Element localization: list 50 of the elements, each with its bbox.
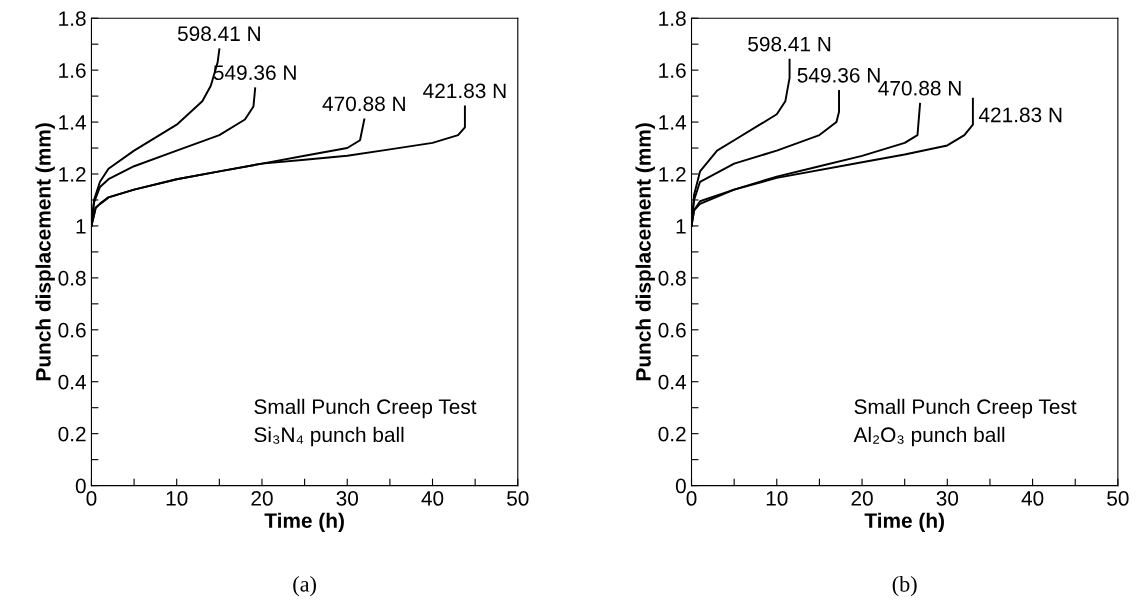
y-axis-title: Punch displacement (mm) [635,123,655,381]
series-label: 598.41 N [748,36,831,52]
y-tick-label: 0.8 [658,270,686,286]
text: (b) [892,576,917,597]
y-tick-label: 1.8 [659,11,686,26]
annotation: Small Punch Creep Test [854,398,1077,419]
y-tick-label: 0 [75,478,86,494]
series-label: 598.41 N [177,26,260,42]
x-tick-label: 30 [936,491,959,506]
y-tick-label: 0.6 [58,322,86,338]
y-tick-label: 1 [676,219,686,234]
x-tick-label: 10 [166,491,188,506]
x-axis-title: Time (h) [264,512,344,533]
series-label: 470.88 N [322,96,405,112]
series-label: 470.88 N [878,80,961,96]
x-axis-title: Time (h) [864,512,944,533]
y-tick-label: 0.8 [58,270,86,286]
y-tick-label: 1.2 [659,167,686,182]
x-tick-label: 30 [336,491,359,506]
series-label: 421.83 N [978,107,1062,123]
annotation: Al₂O₃ punch ball [853,426,1005,447]
x-tick-label: 10 [766,491,788,506]
series-label: 549.36 N [213,65,296,81]
x-tick-label: 0 [686,491,697,506]
annotation: Small Punch Creep Test [254,398,477,419]
x-tick-label: 40 [421,491,444,506]
y-tick-label: 0 [675,478,686,494]
y-tick-label: 1.6 [659,63,686,78]
y-tick-label: 0.6 [658,322,686,338]
y-tick-label: 1.4 [659,115,687,130]
annotation: Si₃N₄ punch ball [254,426,404,447]
x-tick-label: 20 [251,491,273,506]
y-tick-label: 0.2 [58,426,86,442]
x-tick-label: 50 [1107,491,1129,506]
series-label: 549.36 N [797,67,880,83]
y-tick-label: 0.4 [58,374,86,390]
y-tick-label: 0.2 [658,426,686,442]
x-tick-label: 0 [86,491,97,506]
x-tick-label: 40 [1021,491,1044,506]
y-tick-label: 1.6 [59,63,86,78]
y-tick-label: 1.2 [59,167,86,182]
series-label: 421.83 N [423,83,506,99]
y-tick-label: 1.8 [59,11,86,26]
x-tick-label: 50 [507,491,529,506]
x-tick-label: 20 [851,491,873,506]
y-axis-title: Punch displacement (mm) [35,123,55,381]
y-tick-label: 1 [76,219,86,234]
y-tick-label: 0.4 [658,374,687,390]
text: (a) [293,576,316,597]
y-tick-label: 1.4 [59,115,86,130]
